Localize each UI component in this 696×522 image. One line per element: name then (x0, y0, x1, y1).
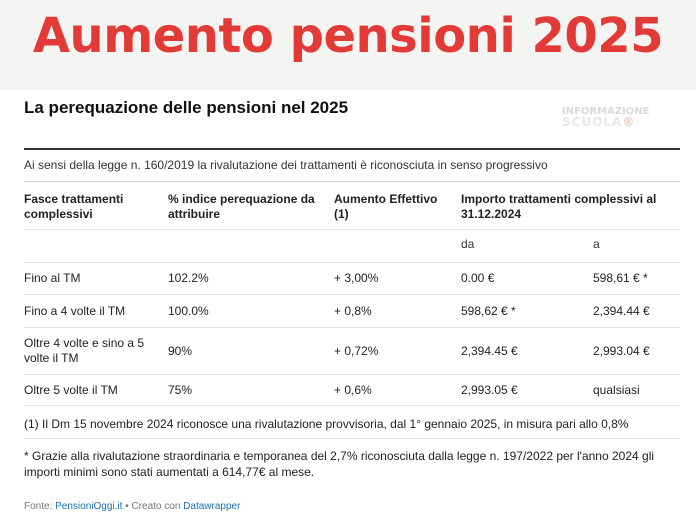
header-row-divider (24, 229, 680, 230)
table-cell: 100.0% (168, 304, 209, 318)
banner-title: Aumento pensioni 2025 (32, 8, 664, 64)
table-cell: 2,394.44 € (593, 304, 650, 318)
header-divider (24, 148, 680, 150)
datawrapper-link[interactable]: Datawrapper (183, 501, 241, 512)
page-title: La perequazione delle pensioni nel 2025 (24, 98, 349, 117)
table-card (0, 90, 696, 522)
informazione-scuola-logo: INFORMAZIONE SCUOLA® (562, 107, 650, 133)
table-cell: + 0,6% (334, 383, 372, 397)
table-cell: 102.2% (168, 271, 209, 285)
table-cell: 2,394.45 € (461, 344, 518, 358)
intro-divider (24, 181, 680, 182)
logo-line1: INFORMAZIONE (562, 106, 650, 117)
table-bottom-divider (24, 405, 680, 406)
source-label: Fonte: (24, 501, 56, 512)
created-with-label: • Creato con (122, 501, 184, 512)
table-cell: 0.00 € (461, 271, 495, 285)
table-cell: Oltre 4 volte e sino a 5 volte il TM (24, 336, 145, 365)
header-importo: Importo trattamenti complessivi al 31.12… (461, 192, 657, 221)
table-cell: 598,62 € * (461, 304, 516, 318)
source-link[interactable]: PensioniOggi.it (55, 501, 123, 512)
table-row-divider (24, 327, 680, 328)
logo-line2: SCUOLA® (562, 115, 650, 129)
table-cell: + 0,8% (334, 304, 372, 318)
table-cell: 598,61 € * (593, 271, 648, 285)
source-footer: Fonte: PensioniOggi.it • Creato con Data… (24, 501, 240, 512)
table-cell: 2,993.04 € (593, 344, 650, 358)
logo-line2-text: SCUOLA (562, 115, 623, 129)
subheader-a: a (593, 237, 600, 251)
table-row-divider (24, 294, 680, 295)
table-cell: 75% (168, 383, 193, 397)
subheader-divider (24, 262, 680, 263)
table-cell: Fino al TM (24, 271, 81, 285)
header-indice: % indice perequazione da attribuire (168, 192, 315, 221)
header-fasce: Fasce trattamenti complessivi (24, 192, 124, 221)
logo-registered-mark: ® (622, 115, 636, 129)
title-banner: Aumento pensioni 2025 (0, 0, 696, 90)
notes-divider (24, 438, 680, 439)
table-cell: 2,993.05 € (461, 383, 518, 397)
footnote-2: * Grazie alla rivalutazione straordinari… (24, 449, 655, 479)
table-cell: + 0,72% (334, 344, 379, 358)
intro-text: Ai sensi della legge n. 160/2019 la riva… (24, 158, 548, 172)
table-cell: qualsiasi (593, 383, 640, 397)
footnote-1: (1) Il Dm 15 novembre 2024 riconosce una… (24, 417, 629, 431)
table-cell: + 3,00% (334, 271, 379, 285)
table-cell: 90% (168, 344, 193, 358)
table-cell: Fino a 4 volte il TM (24, 304, 126, 318)
subheader-da: da (461, 237, 475, 251)
table-row-divider (24, 374, 680, 375)
header-aumento: Aumento Effettivo (1) (334, 192, 438, 221)
table-cell: Oltre 5 volte il TM (24, 383, 118, 397)
